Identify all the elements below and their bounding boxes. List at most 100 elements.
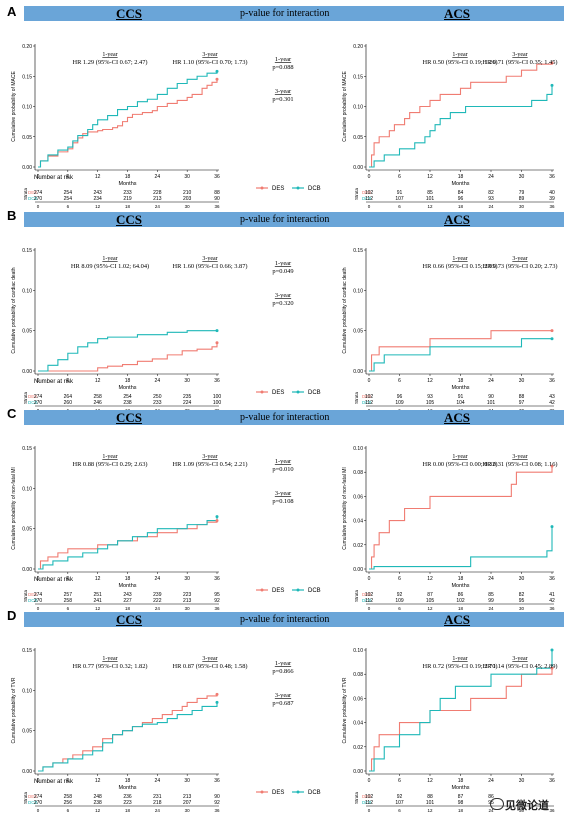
risk-dcb-count: 92: [214, 800, 220, 806]
y-axis-label: Cumulative probability of TVR: [342, 677, 348, 743]
risk-des-count: 274: [34, 190, 43, 196]
y-tick-label: 0.00: [22, 165, 32, 171]
acs-title: ACS: [444, 212, 471, 227]
risk-des-count: 254: [123, 394, 132, 400]
risk-des-count: 257: [64, 592, 73, 598]
y-tick-label: 0.15: [353, 248, 363, 254]
risk-x-tick-label: 30: [519, 606, 525, 611]
p-3year-value: p=0.108: [272, 498, 293, 505]
series-dcb-end-point: [550, 648, 554, 652]
x-axis-label: Months: [451, 785, 469, 791]
risk-dcb-count: 112: [365, 196, 373, 202]
risk-strata-label: Strata: [354, 590, 359, 603]
risk-x-tick-label: 0: [37, 606, 40, 611]
x-tick-label: 18: [458, 778, 464, 784]
risk-x-tick-label: 24: [155, 606, 161, 611]
x-tick-label: 0: [368, 378, 371, 384]
y-tick-label: 0.04: [353, 721, 363, 727]
risk-table-R-2: DESDCB1021129210987105861028599829541420…: [354, 590, 555, 611]
risk-strata-des: DES: [362, 794, 371, 799]
y-tick-label: 0.15: [22, 446, 32, 452]
risk-des-count: 223: [183, 592, 192, 598]
x-axis-label: Months: [451, 583, 469, 589]
x-tick-label: 6: [398, 378, 401, 384]
hr-1year-value: HR 0.72 (95%-CI 0.19; 2.70): [422, 663, 497, 670]
risk-des-count: 102: [365, 190, 374, 196]
risk-des-count: 274: [34, 794, 43, 800]
series-des-line: [38, 694, 218, 772]
series-dcb-end-point: [550, 337, 554, 341]
risk-strata-label: Strata: [23, 392, 28, 405]
x-tick-label: 24: [488, 174, 494, 180]
hr-3year-value: HR 0.31 (95%-CI 0.08; 1.16): [482, 461, 557, 468]
risk-dcb-count: 107: [395, 800, 404, 806]
risk-table-L-3: DESDCB2742702582562482382362232312182132…: [23, 792, 220, 813]
series-dcb-line: [369, 526, 553, 570]
series-des-end-point: [550, 61, 554, 65]
x-tick-label: 18: [458, 378, 464, 384]
y-tick-label: 0.15: [22, 74, 32, 80]
p-1year-value: p=0.088: [272, 64, 293, 71]
series-dcb-line: [38, 330, 217, 372]
hr-1year-label: 1-year: [452, 656, 467, 662]
risk-x-tick-label: 24: [488, 808, 494, 813]
x-tick-label: 12: [427, 378, 433, 384]
risk-des-count: 88: [519, 394, 525, 400]
hr-1year-label: 1-year: [102, 656, 117, 662]
risk-des-count: 102: [365, 592, 374, 598]
panel-header: CCS p-value for interaction ACS: [24, 612, 564, 627]
plot-R-3: 0.00 0.02 0.04 0.06 0.08 0.10 0 6 12 18 24 30 36 Mont…: [342, 648, 558, 791]
series-des-end-point: [550, 464, 554, 468]
x-tick-label: 6: [398, 778, 401, 784]
hr-3year-label: 3-year: [512, 256, 527, 262]
hr-1year-value: HR 0.50 (95%-CI 0.19; 1.26): [422, 59, 497, 66]
legend: DES DCB: [256, 186, 321, 192]
risk-x-tick-label: 30: [519, 204, 525, 209]
x-tick-label: 30: [519, 778, 525, 784]
interaction-title: p-value for interaction: [240, 8, 330, 19]
hr-3year-value: HR 1.14 (95%-CI 0.45; 2.89): [482, 663, 557, 670]
p-3year-value: p=0.320: [272, 300, 293, 307]
x-tick-label: 12: [95, 778, 101, 784]
hr-3year-label: 3-year: [512, 656, 527, 662]
risk-dcb-count: 105: [426, 400, 435, 406]
series-des-end-point: [215, 341, 219, 345]
plot-R-0: 0.00 0.05 0.10 0.15 0.20 0 6 12 18 24 30 36 Months Cu…: [342, 44, 558, 187]
y-tick-label: 0.10: [22, 288, 32, 294]
p-1year-value: p=0.049: [272, 268, 293, 275]
series-dcb-line: [369, 650, 553, 772]
risk-x-tick-label: 24: [488, 204, 494, 209]
risk-x-tick-label: 6: [398, 204, 401, 209]
y-axis-label: Cumulative probability of MACE: [342, 71, 348, 142]
risk-strata-des: DES: [28, 394, 37, 399]
x-axis-label: Months: [118, 583, 136, 589]
risk-strata-label: Strata: [354, 188, 359, 201]
panel-header: CCS p-value for interaction ACS: [24, 6, 564, 21]
risk-x-tick-label: 36: [549, 808, 555, 813]
hr-1year-value: HR 0.00 (95%-CI 0.00; 0.32): [422, 461, 497, 468]
chart-panel-C: 0.000.050.100.150 6 12 18 24 30 36MonthsCumula…: [11, 446, 558, 611]
risk-dcb-count: 92: [214, 598, 220, 604]
risk-x-tick-label: 12: [427, 204, 433, 209]
x-tick-label: 18: [125, 174, 131, 180]
risk-dcb-count: 105: [426, 598, 435, 604]
risk-strata-dcb: DCB: [28, 800, 38, 805]
series-des-line: [369, 466, 553, 570]
hr-1year-value: HR 0.77 (95%-CI 0.32; 1.82): [72, 663, 147, 670]
x-tick-label: 18: [125, 576, 131, 582]
x-axis-label: Months: [118, 181, 136, 187]
interaction-title: p-value for interaction: [240, 214, 330, 225]
risk-dcb-count: 270: [34, 196, 43, 202]
risk-dcb-count: 99: [488, 598, 494, 604]
risk-dcb-count: 256: [64, 800, 73, 806]
hr-3year-value: HR 0.87 (95%-CI 0.48; 1.58): [172, 663, 247, 670]
series-dcb-line: [38, 516, 218, 570]
risk-x-tick-label: 18: [125, 808, 131, 813]
hr-3year-value: HR 1.60 (95%-CI 0.66; 3.87): [172, 263, 247, 270]
risk-des-count: 102: [365, 394, 374, 400]
risk-des-count: 90: [214, 794, 220, 800]
p-1year-label: 1-year: [275, 458, 292, 465]
number-at-risk-title: Number at risk: [34, 779, 74, 785]
y-tick-label: 0.00: [22, 567, 32, 573]
